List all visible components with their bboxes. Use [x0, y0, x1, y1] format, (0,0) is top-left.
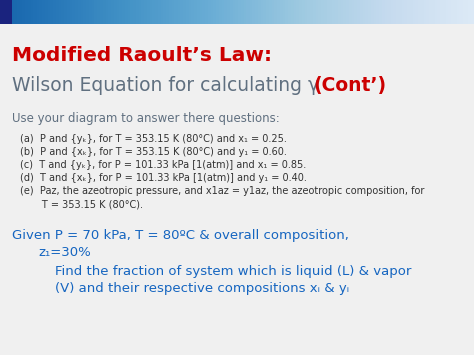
Text: (a)  P and {yₖ}, for T = 353.15 K (80°C) and x₁ = 0.25.: (a) P and {yₖ}, for T = 353.15 K (80°C) …	[20, 134, 287, 144]
Text: Modified Raoult’s Law:: Modified Raoult’s Law:	[12, 46, 272, 65]
Text: Find the fraction of system which is liquid (L) & vapor: Find the fraction of system which is liq…	[55, 265, 411, 278]
Text: (c)  T and {yₖ}, for P = 101.33 kPa [1(atm)] and x₁ = 0.85.: (c) T and {yₖ}, for P = 101.33 kPa [1(at…	[20, 160, 306, 170]
Text: (d)  T and {xₖ}, for P = 101.33 kPa [1(atm)] and y₁ = 0.40.: (d) T and {xₖ}, for P = 101.33 kPa [1(at…	[20, 173, 307, 183]
Text: T = 353.15 K (80°C).: T = 353.15 K (80°C).	[20, 199, 143, 209]
Text: z₁=30%: z₁=30%	[38, 246, 91, 259]
Text: (Cont’): (Cont’)	[313, 76, 386, 95]
Text: Given P = 70 kPa, T = 80ºC & overall composition,: Given P = 70 kPa, T = 80ºC & overall com…	[12, 229, 349, 242]
Text: (e)  Paz, the azeotropic pressure, and x1az = y1az, the azeotropic composition, : (e) Paz, the azeotropic pressure, and x1…	[20, 186, 424, 196]
Bar	[0, 0, 12, 24]
Text: Wilson Equation for calculating γ: Wilson Equation for calculating γ	[12, 76, 325, 95]
Text: (b)  P and {xₖ}, for T = 353.15 K (80°C) and y₁ = 0.60.: (b) P and {xₖ}, for T = 353.15 K (80°C) …	[20, 147, 287, 157]
Text: (V) and their respective compositions xᵢ & yᵢ: (V) and their respective compositions xᵢ…	[55, 282, 349, 295]
Text: Use your diagram to answer there questions:: Use your diagram to answer there questio…	[12, 112, 280, 125]
